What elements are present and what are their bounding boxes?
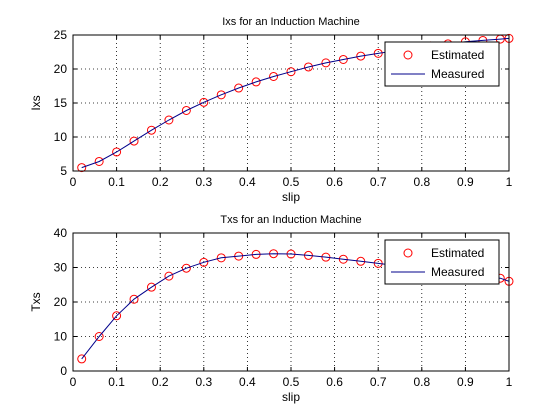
x-tick-label: 0 <box>70 175 77 189</box>
x-tick-label: 0.8 <box>413 375 430 389</box>
legend-label: Estimated <box>431 48 484 62</box>
x-tick-label: 0.2 <box>152 375 169 389</box>
x-axis-label: slip <box>282 190 300 204</box>
x-axis-label: slip <box>282 390 300 404</box>
legend: Estimated Measured <box>384 41 500 87</box>
x-tick-label: 0.6 <box>326 375 343 389</box>
x-tick-label: 0.7 <box>370 175 387 189</box>
x-tick-label: 0.9 <box>457 175 474 189</box>
y-tick-label: 20 <box>54 62 68 76</box>
y-tick-label: 15 <box>54 96 68 110</box>
data-point-estimated <box>164 115 174 125</box>
data-point-estimated <box>94 156 104 166</box>
x-tick-label: 0.1 <box>108 175 125 189</box>
axes-frame <box>72 232 510 372</box>
x-tick-label: 1 <box>506 375 513 389</box>
legend-swatch-marker <box>403 248 413 258</box>
data-point-estimated <box>129 136 139 146</box>
y-tick-label: 25 <box>54 28 68 42</box>
x-tick-label: 0.4 <box>239 375 256 389</box>
chart-title: Txs for an Induction Machine <box>220 214 361 226</box>
data-point-estimated <box>112 311 122 321</box>
data-point-estimated <box>251 77 261 87</box>
y-tick-label: 20 <box>54 295 68 309</box>
x-tick-label: 0.3 <box>195 375 212 389</box>
legend-label: Estimated <box>431 246 484 260</box>
legend-swatch-marker <box>403 50 413 60</box>
data-point-estimated <box>234 83 244 93</box>
data-point-estimated <box>129 294 139 304</box>
data-point-estimated <box>77 354 87 364</box>
chart-1: 0 0.1 0.2 0.3 0.4 0.5 0.6 0.7 0.8 0.9 1510152025Ix… <box>29 16 514 204</box>
data-point-estimated <box>146 125 156 135</box>
data-point-estimated <box>269 71 279 81</box>
axes-frame <box>72 34 510 172</box>
x-tick-label: 0 <box>70 375 77 389</box>
data-point-estimated <box>356 51 366 61</box>
data-point-estimated <box>286 67 296 77</box>
data-point-estimated <box>181 263 191 273</box>
y-tick-label: 5 <box>60 164 67 178</box>
x-tick-label: 0.1 <box>108 375 125 389</box>
y-axis-label: Txs <box>29 292 43 311</box>
y-tick-label: 40 <box>54 226 68 240</box>
y-tick-label: 10 <box>54 330 68 344</box>
x-tick-label: 0.2 <box>152 175 169 189</box>
x-tick-label: 1 <box>506 175 513 189</box>
chart-title: Ixs for an Induction Machine <box>222 16 360 28</box>
y-tick-label: 30 <box>54 261 68 275</box>
x-tick-label: 0.7 <box>370 375 387 389</box>
legend-label: Measured <box>431 265 484 279</box>
y-axis-label: Ixs <box>29 95 43 110</box>
legend: Estimated Measured <box>384 239 500 285</box>
legend-label: Measured <box>431 67 484 81</box>
x-tick-label: 0.6 <box>326 175 343 189</box>
y-tick-label: 0 <box>60 364 67 378</box>
x-tick-label: 0.4 <box>239 175 256 189</box>
data-point-estimated <box>321 58 331 68</box>
data-point-estimated <box>199 257 209 267</box>
x-tick-label: 0.9 <box>457 375 474 389</box>
data-point-estimated <box>164 271 174 281</box>
x-tick-label: 0.3 <box>195 175 212 189</box>
data-point-estimated <box>373 48 383 58</box>
data-point-estimated <box>146 282 156 292</box>
data-point-estimated <box>338 54 348 64</box>
data-point-estimated <box>94 332 104 341</box>
x-tick-label: 0.5 <box>283 375 300 389</box>
data-point-estimated <box>216 90 226 100</box>
legend-box <box>384 41 500 87</box>
chart-2: 0 0.1 0.2 0.3 0.4 0.5 0.6 0.7 0.8 0.9 1010203040Tx… <box>29 214 514 404</box>
legend-box <box>384 239 500 285</box>
data-point-estimated <box>303 62 313 72</box>
data-point-estimated <box>77 163 87 173</box>
x-tick-label: 0.5 <box>283 175 300 189</box>
data-point-estimated <box>112 147 122 157</box>
y-tick-label: 10 <box>54 130 68 144</box>
data-point-estimated <box>199 97 209 107</box>
x-tick-label: 0.8 <box>413 175 430 189</box>
data-point-estimated <box>181 105 191 115</box>
